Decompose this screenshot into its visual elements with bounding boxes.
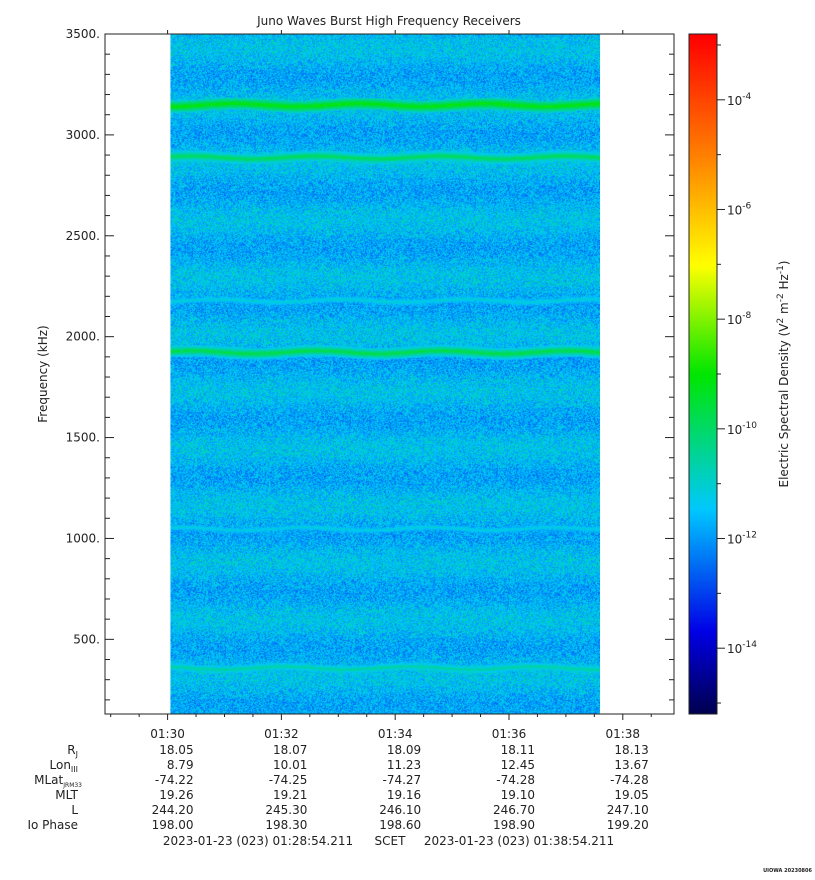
ephemeris-value: 198.30 xyxy=(265,818,307,832)
x-axis: 01:30 01:32 01:34 01:36 01:38 xyxy=(110,30,652,741)
ephemeris-value: 19.21 xyxy=(273,788,307,802)
x-tick-label: 01:30 xyxy=(150,727,185,741)
y-tick-label: 3000. xyxy=(66,128,100,142)
colorbar-tick-base: 10 xyxy=(727,313,742,327)
ephemeris-value: -74.28 xyxy=(610,773,649,787)
colorbar-tick-label: 10-14 xyxy=(727,640,757,656)
ephemeris-value: -74.27 xyxy=(383,773,422,787)
colorbar-label-suffix: Hz xyxy=(777,274,791,293)
ephemeris-value: 245.30 xyxy=(265,803,307,817)
colorbar-tick-base: 10 xyxy=(727,533,742,547)
colorbar-tick-label: 10-8 xyxy=(727,311,752,327)
colorbar-tick-base: 10 xyxy=(727,203,742,217)
colorbar-label: Electric Spectral Density (V2 m-2 Hz-1) xyxy=(776,260,791,487)
x-tick-label: 01:36 xyxy=(492,727,527,741)
y-axis: 500. 1000. 1500. 2000. 2500. 3000. 3500. xyxy=(66,27,674,701)
ephemeris-value: 19.05 xyxy=(614,788,648,802)
colorbar-label-close: ) xyxy=(777,260,791,265)
ephemeris-row-label-sub: J xyxy=(75,750,78,759)
credit-stamp: UIOWA 20230806 xyxy=(763,868,812,874)
y-axis-label: Frequency (kHz) xyxy=(36,325,50,422)
ephemeris-value: 247.10 xyxy=(607,803,649,817)
ephemeris-row-label: MLatJRM33 xyxy=(34,773,82,789)
colorbar-label-sup-3: -1 xyxy=(776,265,786,274)
ephemeris-value: 19.26 xyxy=(159,788,193,802)
colorbar-tick-base: 10 xyxy=(727,423,742,437)
ephemeris-value: 244.20 xyxy=(152,803,194,817)
y-tick-label: 1500. xyxy=(66,431,100,445)
ephemeris-value: 198.60 xyxy=(379,818,421,832)
ephemeris-row-label: L xyxy=(71,803,78,817)
colorbar-label-sup-1: 2 xyxy=(776,318,786,324)
y-tick-label: 3500. xyxy=(66,27,100,41)
ephemeris-value: 13.67 xyxy=(614,758,648,772)
y-tick-label: 500. xyxy=(73,632,100,646)
ephemeris-value: 8.79 xyxy=(167,758,194,772)
ephemeris-value: 18.05 xyxy=(159,743,193,757)
y-tick-label: 1000. xyxy=(66,531,100,545)
colorbar-tick-label: 10-12 xyxy=(727,531,757,547)
colorbar-tick-exponent: -6 xyxy=(742,201,751,211)
colorbar-tick-exponent: -4 xyxy=(742,92,751,102)
colorbar-tick-label: 10-4 xyxy=(727,92,752,108)
footer-start-time: 2023-01-23 (023) 01:28:54.211 xyxy=(163,834,353,848)
colorbar-tick-label: 10-10 xyxy=(727,421,757,437)
x-tick-label: 01:32 xyxy=(264,727,299,741)
ephemeris-value: 198.90 xyxy=(493,818,535,832)
ephemeris-value: 198.00 xyxy=(152,818,194,832)
ephemeris-value: -74.28 xyxy=(496,773,535,787)
y-tick-label: 2000. xyxy=(66,330,100,344)
spectrogram-image xyxy=(170,34,601,714)
x-tick-label: 01:38 xyxy=(605,727,640,741)
ephemeris-row-label-sub: JRM33 xyxy=(62,782,82,789)
ephemeris-value: -74.25 xyxy=(269,773,308,787)
ephemeris-value: 18.11 xyxy=(501,743,535,757)
ephemeris-value: 246.70 xyxy=(493,803,535,817)
colorbar-tick-base: 10 xyxy=(727,642,742,656)
colorbar-tick-exponent: -8 xyxy=(742,311,751,321)
ephemeris-value: 18.13 xyxy=(614,743,648,757)
ephemeris-row-label: LonIII xyxy=(50,758,79,774)
time-footer: 2023-01-23 (023) 01:28:54.211 SCET 2023-… xyxy=(163,834,614,848)
ephemeris-value: 10.01 xyxy=(273,758,307,772)
ephemeris-row-label-sub: III xyxy=(71,765,78,774)
ephemeris-value: 18.07 xyxy=(273,743,307,757)
ephemeris-row-label: Io Phase xyxy=(27,818,78,832)
ephemeris-value: 18.09 xyxy=(387,743,421,757)
colorbar-label-mid: m xyxy=(777,302,791,318)
ephemeris-row-label: RJ xyxy=(67,743,78,759)
plot-frame xyxy=(104,33,675,715)
ephemeris-value: 199.20 xyxy=(607,818,649,832)
footer-end-time: 2023-01-23 (023) 01:38:54.211 xyxy=(424,834,614,848)
ephemeris-value: 11.23 xyxy=(387,758,421,772)
footer-scet-label: SCET xyxy=(375,834,407,848)
ephemeris-value: 12.45 xyxy=(501,758,535,772)
ephemeris-value: 246.10 xyxy=(379,803,421,817)
ephemeris-table: RJ 18.05 18.07 18.09 18.11 18.13 LonIII 8.79 10.… xyxy=(27,743,648,832)
colorbar-tick-label: 10-6 xyxy=(727,201,752,217)
x-tick-label: 01:34 xyxy=(378,727,413,741)
colorbar-label-sup-2: -2 xyxy=(776,293,786,302)
ephemeris-value: -74.22 xyxy=(155,773,194,787)
spectrogram-plot-area: 500. 1000. 1500. 2000. 2500. 3000. 3500. 01:30… xyxy=(66,27,675,741)
ephemeris-row-label: MLT xyxy=(55,788,78,802)
colorbar-tick-exponent: -12 xyxy=(742,531,757,541)
colorbar-gradient xyxy=(689,34,717,714)
colorbar-tick-base: 10 xyxy=(727,94,742,108)
colorbar-tick-exponent: -14 xyxy=(742,640,757,650)
colorbar-label-prefix: Electric Spectral Density (V xyxy=(777,323,791,488)
chart-title: Juno Waves Burst High Frequency Receiver… xyxy=(256,14,521,28)
colorbar-tick-exponent: -10 xyxy=(742,421,757,431)
ephemeris-value: 19.10 xyxy=(501,788,535,802)
y-tick-label: 2500. xyxy=(66,229,100,243)
ephemeris-value: 19.16 xyxy=(387,788,421,802)
